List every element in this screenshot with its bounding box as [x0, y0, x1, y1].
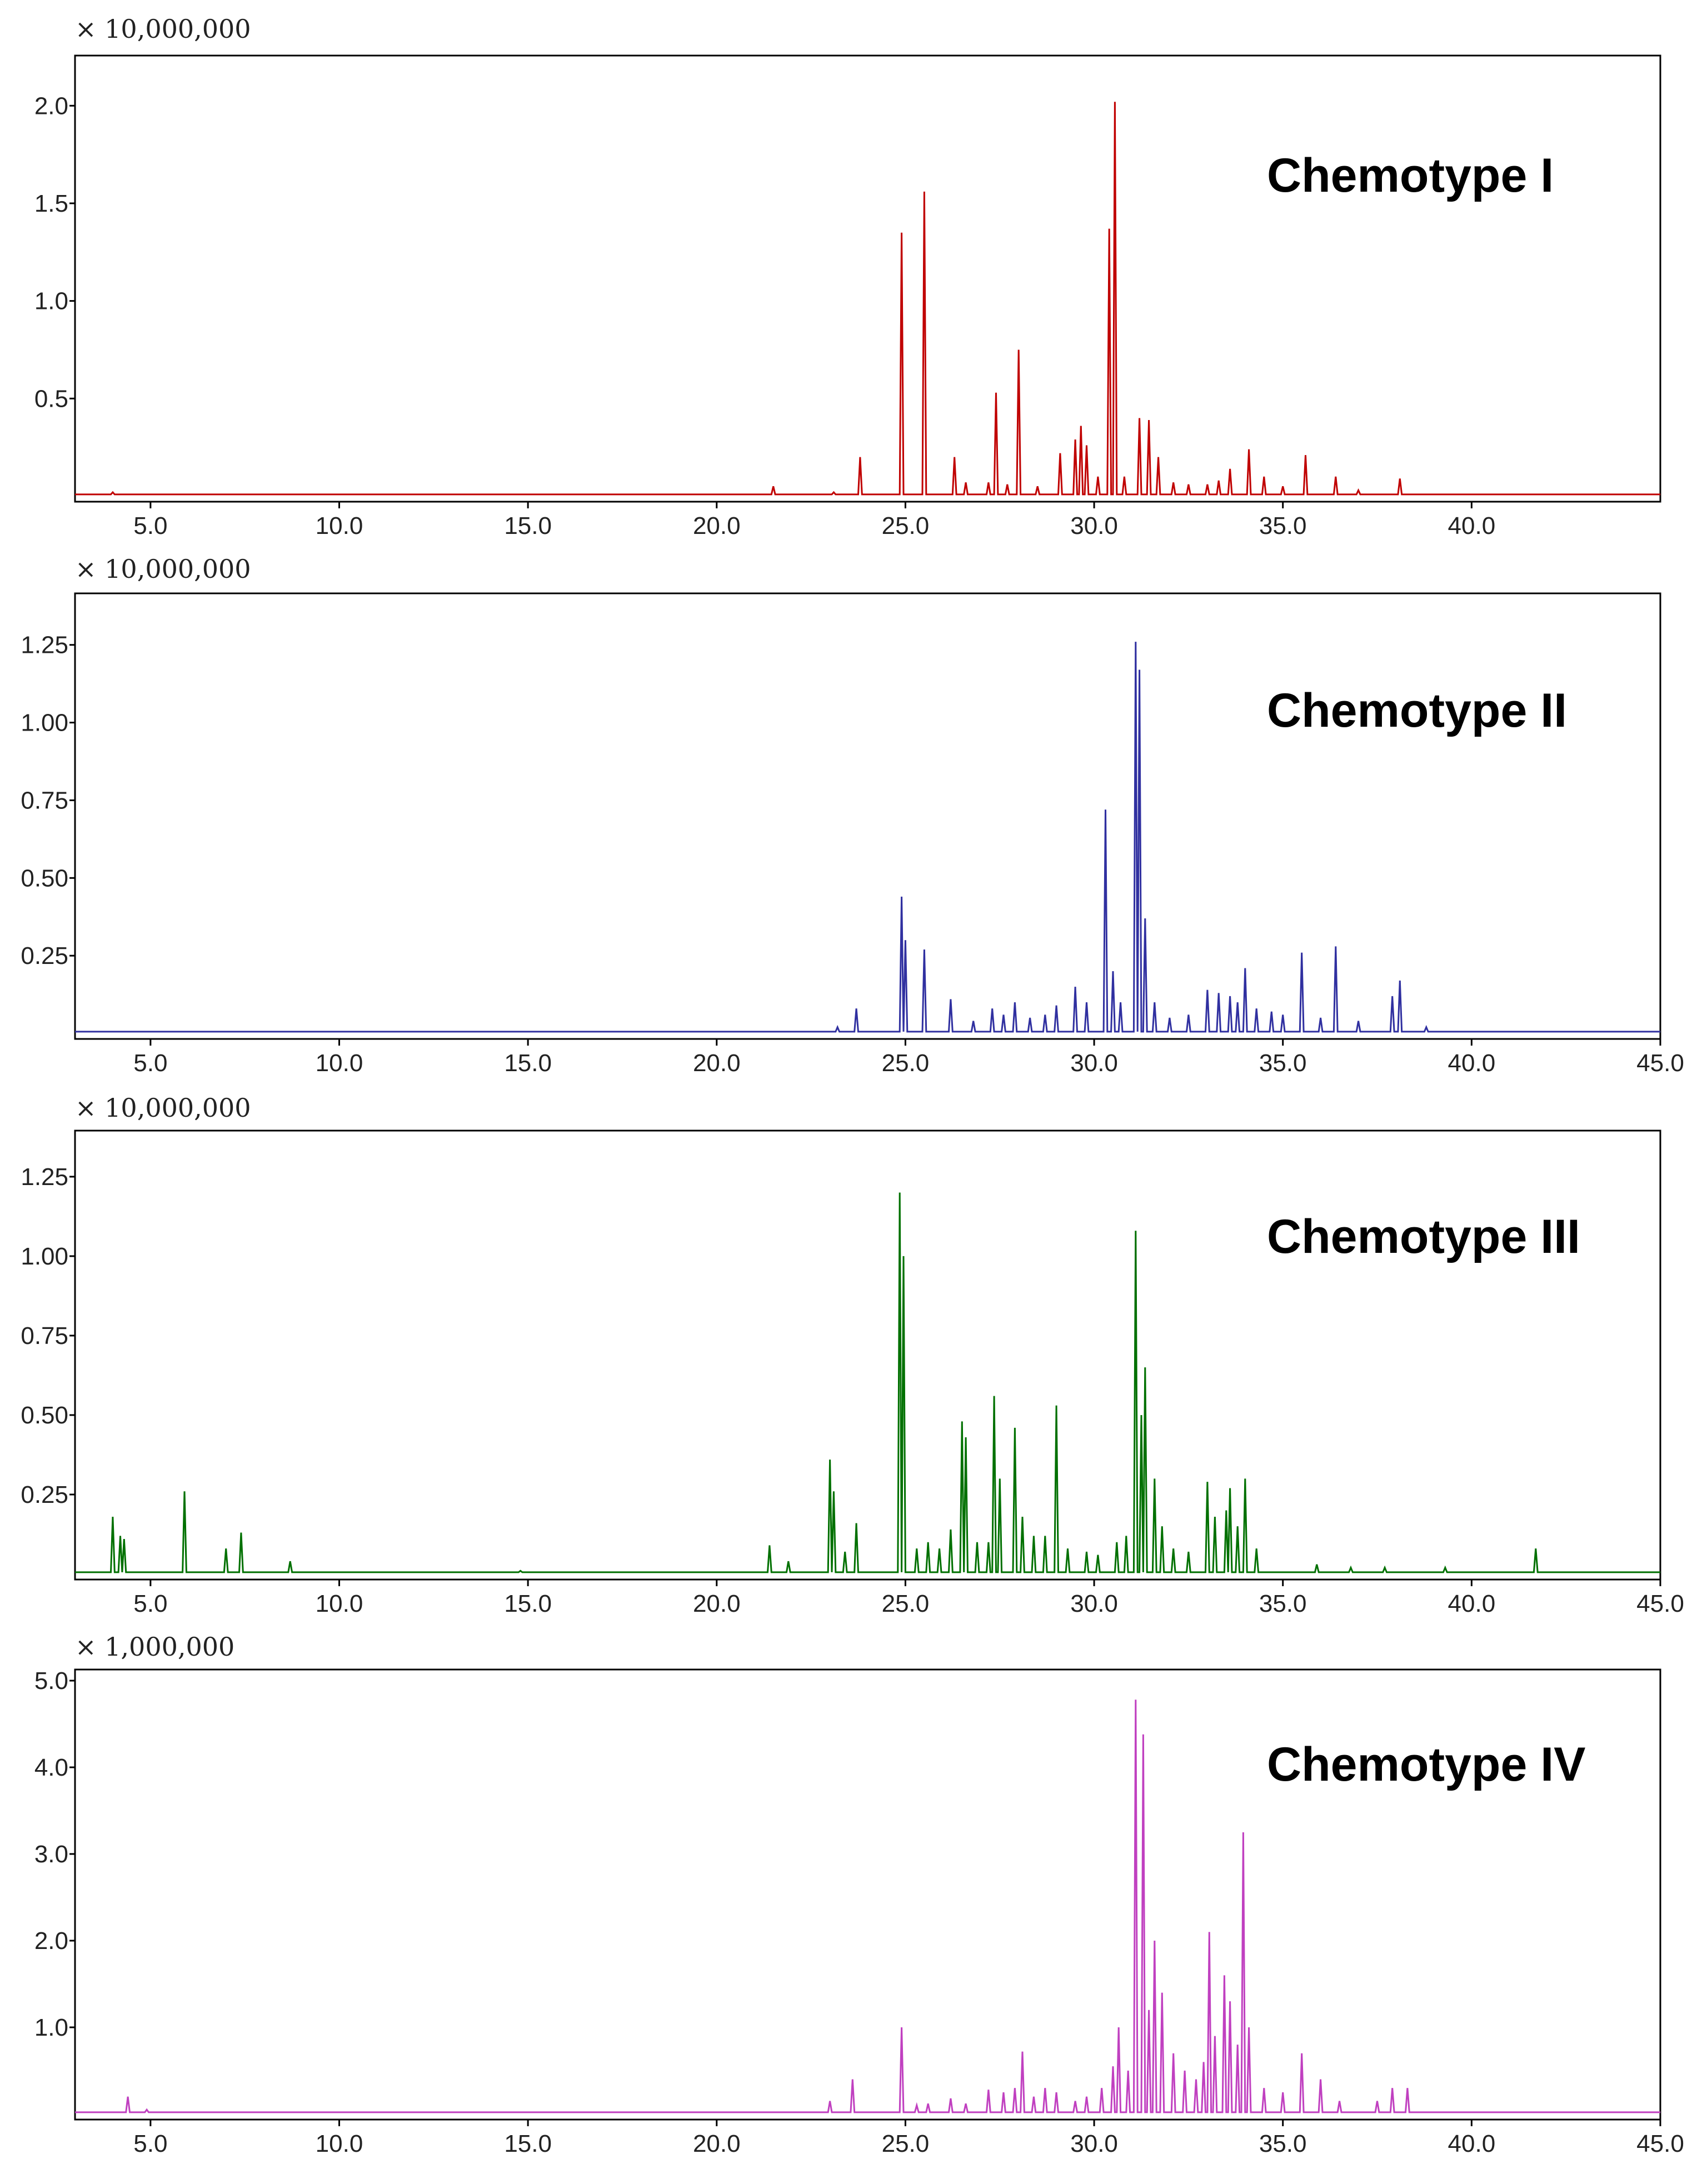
x-tick-label: 35.0 — [1259, 2130, 1307, 2157]
y-tick-label: 1.5 — [34, 190, 68, 217]
x-tick-label: 40.0 — [1448, 512, 1496, 539]
y-scale-label: × 10,000,000 — [75, 554, 251, 584]
x-tick-label: 30.0 — [1070, 1590, 1118, 1617]
x-axis: 5.0 10.0 15.0 20.0 25.0 30.0 35.0 40.0 — [133, 502, 1495, 539]
plot-area — [74, 1668, 1661, 2121]
chart-panel-chemotype-4: × 1,000,000 1.0 2.0 3.0 4.0 5.0 5.0 10.0 15.0 2… — [34, 1632, 1684, 2157]
x-tick-label: 25.0 — [882, 512, 930, 539]
y-tick-label: 0.5 — [34, 385, 68, 412]
x-tick-label: 45.0 — [1636, 1049, 1684, 1077]
x-tick-label: 10.0 — [316, 2130, 363, 2157]
chart-panel-chemotype-3: × 10,000,000 0.25 0.50 0.75 1.00 1.25 5.0 10.… — [21, 1093, 1684, 1617]
y-tick-label: 0.50 — [21, 864, 68, 892]
x-tick-label: 30.0 — [1070, 512, 1118, 539]
x-tick-label: 40.0 — [1448, 2130, 1496, 2157]
y-tick-label: 1.25 — [21, 1163, 68, 1191]
x-tick-label: 20.0 — [693, 1590, 741, 1617]
y-tick-label: 4.0 — [34, 1754, 68, 1781]
x-axis: 5.0 10.0 15.0 20.0 25.0 30.0 35.0 40.0 45.0 — [133, 2120, 1684, 2157]
x-axis: 5.0 10.0 15.0 20.0 25.0 30.0 35.0 40.0 45.0 — [133, 1039, 1684, 1077]
plot-area — [74, 1130, 1661, 1581]
x-tick-label: 30.0 — [1070, 2130, 1118, 2157]
y-tick-label: 2.0 — [34, 1927, 68, 1955]
plot-area — [74, 54, 1661, 503]
x-tick-label: 35.0 — [1259, 1049, 1307, 1077]
x-tick-label: 10.0 — [316, 1049, 363, 1077]
x-tick-label: 15.0 — [504, 512, 552, 539]
chromatogram-trace — [75, 102, 1660, 496]
x-tick-label: 10.0 — [316, 512, 363, 539]
x-tick-label: 20.0 — [693, 2130, 741, 2157]
y-tick-label: 1.0 — [34, 288, 68, 315]
y-tick-label: 1.00 — [21, 1243, 68, 1270]
chart-panel-chemotype-1: × 10,000,000 0.5 1.0 1.5 2.0 5.0 10.0 15.0 20.… — [34, 14, 1661, 539]
chromatogram-trace — [75, 1700, 1660, 2113]
x-tick-label: 5.0 — [133, 2130, 167, 2157]
y-tick-label: 2.0 — [34, 92, 68, 119]
y-axis: 0.5 1.0 1.5 2.0 — [34, 92, 75, 412]
y-tick-label: 0.50 — [21, 1402, 68, 1429]
y-tick-label: 0.25 — [21, 942, 68, 969]
x-tick-label: 15.0 — [504, 2130, 552, 2157]
x-tick-label: 45.0 — [1636, 2130, 1684, 2157]
x-tick-label: 5.0 — [133, 1049, 167, 1077]
x-tick-label: 15.0 — [504, 1590, 552, 1617]
y-tick-label: 0.75 — [21, 787, 68, 814]
y-tick-label: 0.75 — [21, 1322, 68, 1350]
x-tick-label: 40.0 — [1448, 1049, 1496, 1077]
chart-title: Chemotype III — [1267, 1210, 1580, 1263]
x-tick-label: 5.0 — [133, 512, 167, 539]
x-tick-label: 25.0 — [882, 1590, 930, 1617]
x-tick-label: 25.0 — [882, 2130, 930, 2157]
x-tick-label: 35.0 — [1259, 1590, 1307, 1617]
chromatogram-trace — [75, 642, 1660, 1033]
chart-title: Chemotype I — [1267, 149, 1554, 202]
x-tick-label: 35.0 — [1259, 512, 1307, 539]
y-tick-label: 3.0 — [34, 1841, 68, 1868]
y-axis: 0.25 0.50 0.75 1.00 1.25 — [21, 632, 75, 969]
y-scale-label: × 1,000,000 — [75, 1632, 234, 1662]
y-tick-label: 1.0 — [34, 2014, 68, 2041]
x-tick-label: 15.0 — [504, 1049, 552, 1077]
y-scale-label: × 10,000,000 — [75, 14, 251, 44]
x-tick-label: 10.0 — [316, 1590, 363, 1617]
x-tick-label: 40.0 — [1448, 1590, 1496, 1617]
chart-title: Chemotype IV — [1267, 1738, 1585, 1791]
x-tick-label: 5.0 — [133, 1590, 167, 1617]
x-tick-label: 45.0 — [1636, 1590, 1684, 1617]
x-axis: 5.0 10.0 15.0 20.0 25.0 30.0 35.0 40.0 45.0 — [133, 1580, 1684, 1617]
plot-area — [74, 592, 1661, 1040]
y-tick-label: 5.0 — [34, 1667, 68, 1695]
x-tick-label: 20.0 — [693, 1049, 741, 1077]
y-tick-label: 1.00 — [21, 709, 68, 737]
y-tick-label: 1.25 — [21, 632, 68, 659]
x-tick-label: 30.0 — [1070, 1049, 1118, 1077]
y-axis: 1.0 2.0 3.0 4.0 5.0 — [34, 1667, 75, 2041]
y-tick-label: 0.25 — [21, 1481, 68, 1508]
chart-panel-chemotype-2: × 10,000,000 0.25 0.50 0.75 1.00 1.25 5.0 10.… — [21, 554, 1684, 1077]
chart-title: Chemotype II — [1267, 684, 1567, 737]
x-tick-label: 25.0 — [882, 1049, 930, 1077]
x-tick-label: 20.0 — [693, 512, 741, 539]
y-scale-label: × 10,000,000 — [75, 1093, 251, 1123]
chromatogram-trace — [75, 1192, 1660, 1573]
y-axis: 0.25 0.50 0.75 1.00 1.25 — [21, 1163, 75, 1508]
